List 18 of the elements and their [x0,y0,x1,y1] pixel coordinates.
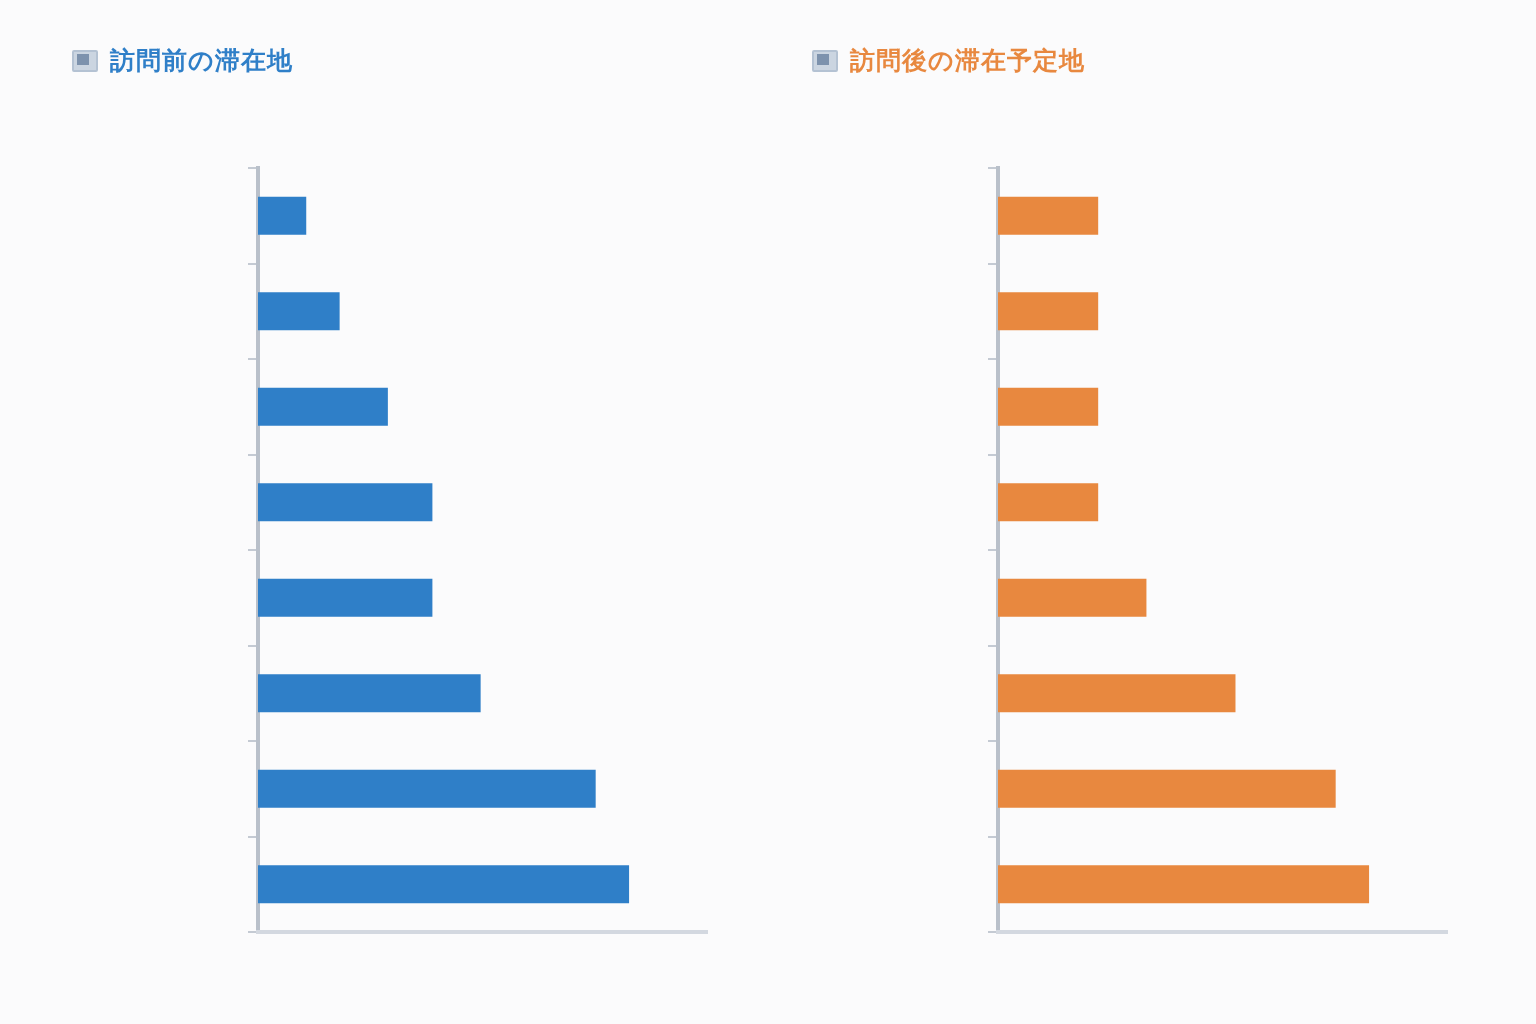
bar [258,674,481,713]
chart-title: 訪問前の滞在地 [110,45,293,77]
bar [258,769,596,808]
chart-title: 訪問後の滞在予定地 [850,45,1085,77]
bar [998,196,1099,235]
bar [258,578,433,617]
bar [258,196,307,235]
bar [998,483,1099,522]
bar [258,292,340,331]
bar [258,483,433,522]
bar [998,578,1147,617]
bar [258,387,388,426]
bar [998,292,1099,331]
bar [998,769,1336,808]
bar [998,674,1236,713]
bar [998,387,1099,426]
bar [998,865,1370,904]
bar [258,865,630,904]
